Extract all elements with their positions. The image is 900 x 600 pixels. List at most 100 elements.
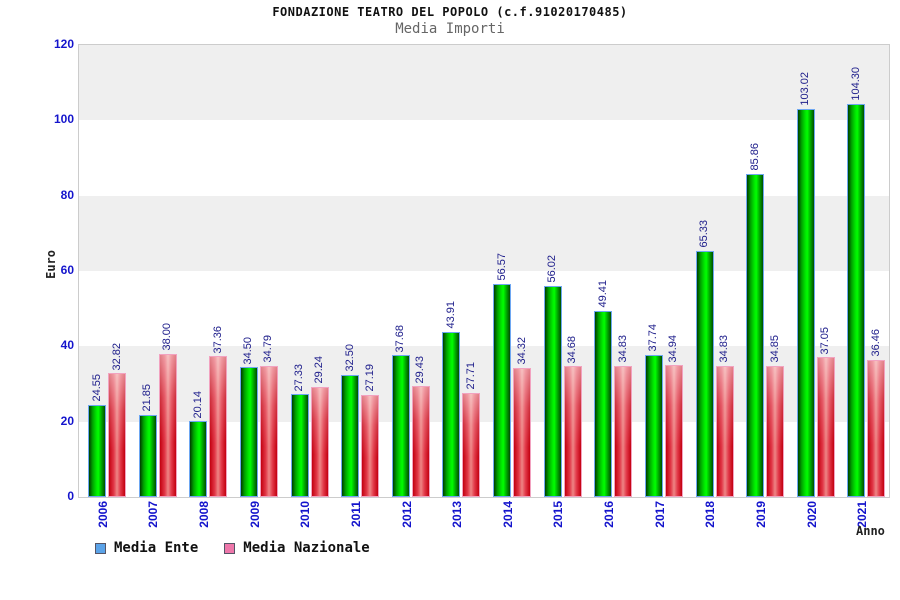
value-label: 104.30 <box>849 67 862 102</box>
grid-band <box>79 271 889 347</box>
x-tick-label: 2007 <box>146 501 161 528</box>
value-label: 43.91 <box>444 301 457 329</box>
value-label: 27.71 <box>464 362 477 390</box>
bar-media-nazionale <box>816 357 835 497</box>
x-tick-label: 2019 <box>753 501 768 528</box>
bar-media-nazionale <box>614 365 633 497</box>
value-label: 34.68 <box>566 335 579 364</box>
value-label: 85.86 <box>748 143 761 171</box>
bar-media-ente <box>644 354 663 497</box>
grid-band <box>79 195 889 271</box>
plot-area: 24.55 32.82 21.85 38.00 20.14 37.36 34.50 34.79… <box>78 44 890 498</box>
bar-media-ente <box>543 286 562 497</box>
x-tick-label: 2009 <box>247 501 262 528</box>
value-label: 27.19 <box>363 364 376 392</box>
x-tick-label: 2020 <box>804 501 819 528</box>
chart-title: FONDAZIONE TEATRO DEL POPOLO (c.f.910201… <box>272 5 628 19</box>
x-tick-label: 2013 <box>450 501 465 528</box>
legend-label: Media Ente <box>114 540 199 556</box>
value-label: 34.50 <box>242 336 255 365</box>
value-label: 29.43 <box>414 355 427 384</box>
bar-media-nazionale <box>766 365 785 497</box>
bar-media-ente <box>442 331 461 497</box>
value-label: 34.79 <box>262 335 275 363</box>
value-label: 56.02 <box>546 255 559 283</box>
value-label: 32.82 <box>110 342 123 371</box>
legend-item-media-ente: Media Ente <box>95 540 198 556</box>
bar-media-ente <box>391 355 410 497</box>
bar-media-nazionale <box>411 386 430 497</box>
x-tick-label: 2014 <box>500 501 515 528</box>
bar-media-nazionale <box>209 356 228 497</box>
bar-media-ente <box>493 283 511 497</box>
bar-media-ente <box>594 310 613 497</box>
value-label: 21.85 <box>141 384 154 412</box>
value-label: 27.33 <box>293 363 305 392</box>
x-tick-label: 2011 <box>348 501 363 528</box>
value-label: 37.05 <box>819 326 832 355</box>
y-tick-label: 100 <box>53 112 74 127</box>
x-tick-label: 2018 <box>703 501 718 528</box>
bar-media-nazionale <box>715 365 734 497</box>
value-label: 103.02 <box>799 72 812 106</box>
x-tick-label: 2016 <box>602 501 617 528</box>
bar-media-nazionale <box>462 392 481 497</box>
bar-media-ente <box>847 104 866 497</box>
bar-media-ente <box>746 173 765 497</box>
bar-media-ente <box>290 394 309 497</box>
x-tick-label: 2015 <box>551 501 566 528</box>
y-tick-label: 0 <box>67 489 74 503</box>
bar-media-nazionale <box>664 365 683 497</box>
bar-media-nazionale <box>259 365 278 497</box>
x-tick-label: 2012 <box>399 501 414 528</box>
value-label: 34.83 <box>616 335 629 363</box>
value-label: 65.33 <box>698 220 710 248</box>
bar-media-ente <box>796 108 815 497</box>
y-tick-label: 20 <box>60 413 74 428</box>
bar-media-ente <box>695 250 714 497</box>
bar-media-ente <box>189 421 208 497</box>
bar-media-nazionale <box>361 394 380 497</box>
value-label: 34.85 <box>768 335 781 363</box>
bar-media-nazionale <box>513 367 531 497</box>
value-label: 34.83 <box>718 335 730 363</box>
y-tick-label: 60 <box>60 263 74 277</box>
grid-band <box>79 45 889 121</box>
x-axis-title: Anno <box>856 524 885 538</box>
legend: Media Ente Media Nazionale <box>95 540 370 556</box>
y-tick-label: 80 <box>60 187 74 202</box>
x-tick-label: 2017 <box>652 501 667 528</box>
x-tick-label: 2008 <box>197 501 212 528</box>
bar-media-nazionale <box>867 359 886 497</box>
legend-swatch-icon <box>95 542 106 554</box>
value-label: 34.32 <box>515 337 528 365</box>
legend-item-media-nazionale: Media Nazionale <box>224 540 370 556</box>
value-label: 20.14 <box>191 390 204 419</box>
y-tick-label: 120 <box>53 37 74 51</box>
value-label: 29.24 <box>313 356 325 384</box>
value-label: 37.74 <box>647 324 660 352</box>
value-label: 49.41 <box>596 280 609 308</box>
value-label: 38.00 <box>161 323 174 351</box>
bar-media-nazionale <box>108 373 126 497</box>
x-tick-label: 2010 <box>298 501 313 528</box>
bar-media-nazionale <box>563 366 582 497</box>
bar-media-ente <box>88 404 106 497</box>
value-label: 34.94 <box>667 334 680 363</box>
legend-swatch-icon <box>224 542 236 554</box>
y-tick-label: 40 <box>60 338 74 353</box>
bar-media-ente <box>239 367 258 497</box>
value-label: 56.57 <box>495 253 508 281</box>
value-label: 36.46 <box>869 329 882 357</box>
bar-media-nazionale <box>310 386 329 497</box>
bar-media-nazionale <box>158 353 177 497</box>
value-label: 24.55 <box>90 374 103 402</box>
chart-subtitle: Media Importi <box>395 21 505 37</box>
x-axis-labels: 2006 2007 2008 2009 2010 2011 2012 2013 2014 2015… <box>78 501 890 545</box>
grid-band <box>79 120 889 196</box>
value-label: 37.68 <box>394 324 407 353</box>
bar-media-ente <box>138 414 157 497</box>
value-label: 37.36 <box>211 325 224 354</box>
x-tick-label: 2006 <box>95 501 110 528</box>
